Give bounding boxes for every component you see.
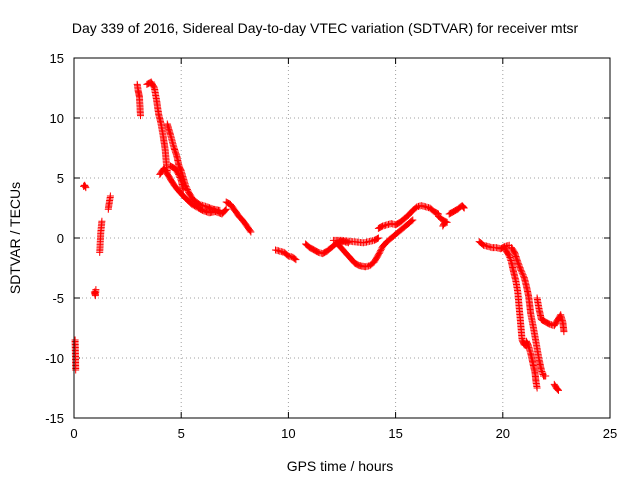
x-tick-label: 0 bbox=[70, 426, 77, 441]
tick-labels: 0 5 10 15 20 25 -15 -10 -5 0 5 10 15 bbox=[45, 51, 617, 441]
chart-title: Day 339 of 2016, Sidereal Day-to-day VTE… bbox=[72, 20, 579, 36]
data-point-cluster bbox=[334, 216, 417, 271]
data-point-cluster bbox=[439, 218, 449, 230]
data-point-cluster bbox=[272, 246, 300, 264]
x-axis-label: GPS time / hours bbox=[287, 458, 394, 474]
y-tick-label: 10 bbox=[50, 111, 64, 126]
data-point-cluster bbox=[133, 80, 144, 120]
y-tick-label: -10 bbox=[45, 351, 64, 366]
data-point-cluster bbox=[104, 192, 114, 213]
y-tick-label: -15 bbox=[45, 411, 64, 426]
data-point-cluster bbox=[533, 294, 568, 336]
data-point-cluster bbox=[90, 286, 100, 300]
data-point-cluster bbox=[329, 234, 382, 247]
y-axis-label: SDTVAR / TECUs bbox=[7, 182, 23, 294]
data-point-cluster bbox=[522, 337, 541, 392]
y-tick-label: -5 bbox=[52, 291, 64, 306]
data-point-cluster bbox=[507, 244, 550, 380]
x-tick-label: 10 bbox=[281, 426, 295, 441]
y-tick-label: 5 bbox=[57, 171, 64, 186]
plot-frame bbox=[73, 57, 611, 419]
data-point-cluster bbox=[445, 202, 468, 218]
data-point-cluster bbox=[374, 202, 442, 232]
data-point-cluster bbox=[71, 336, 80, 374]
data-point-cluster bbox=[96, 217, 106, 256]
data-point-cluster bbox=[501, 245, 530, 350]
x-tick-label: 20 bbox=[496, 426, 510, 441]
data-point-cluster bbox=[80, 181, 90, 192]
x-tick-label: 25 bbox=[603, 426, 617, 441]
data-point-cluster bbox=[222, 198, 255, 236]
data-point-cluster bbox=[475, 238, 513, 253]
data-point-cluster bbox=[143, 78, 171, 176]
data-point-cluster bbox=[167, 162, 187, 194]
y-tick-label: 0 bbox=[57, 231, 64, 246]
y-tick-label: 15 bbox=[50, 51, 64, 66]
data-points bbox=[71, 78, 568, 394]
data-point-cluster bbox=[550, 380, 562, 394]
x-tick-label: 5 bbox=[178, 426, 185, 441]
x-tick-label: 15 bbox=[388, 426, 402, 441]
